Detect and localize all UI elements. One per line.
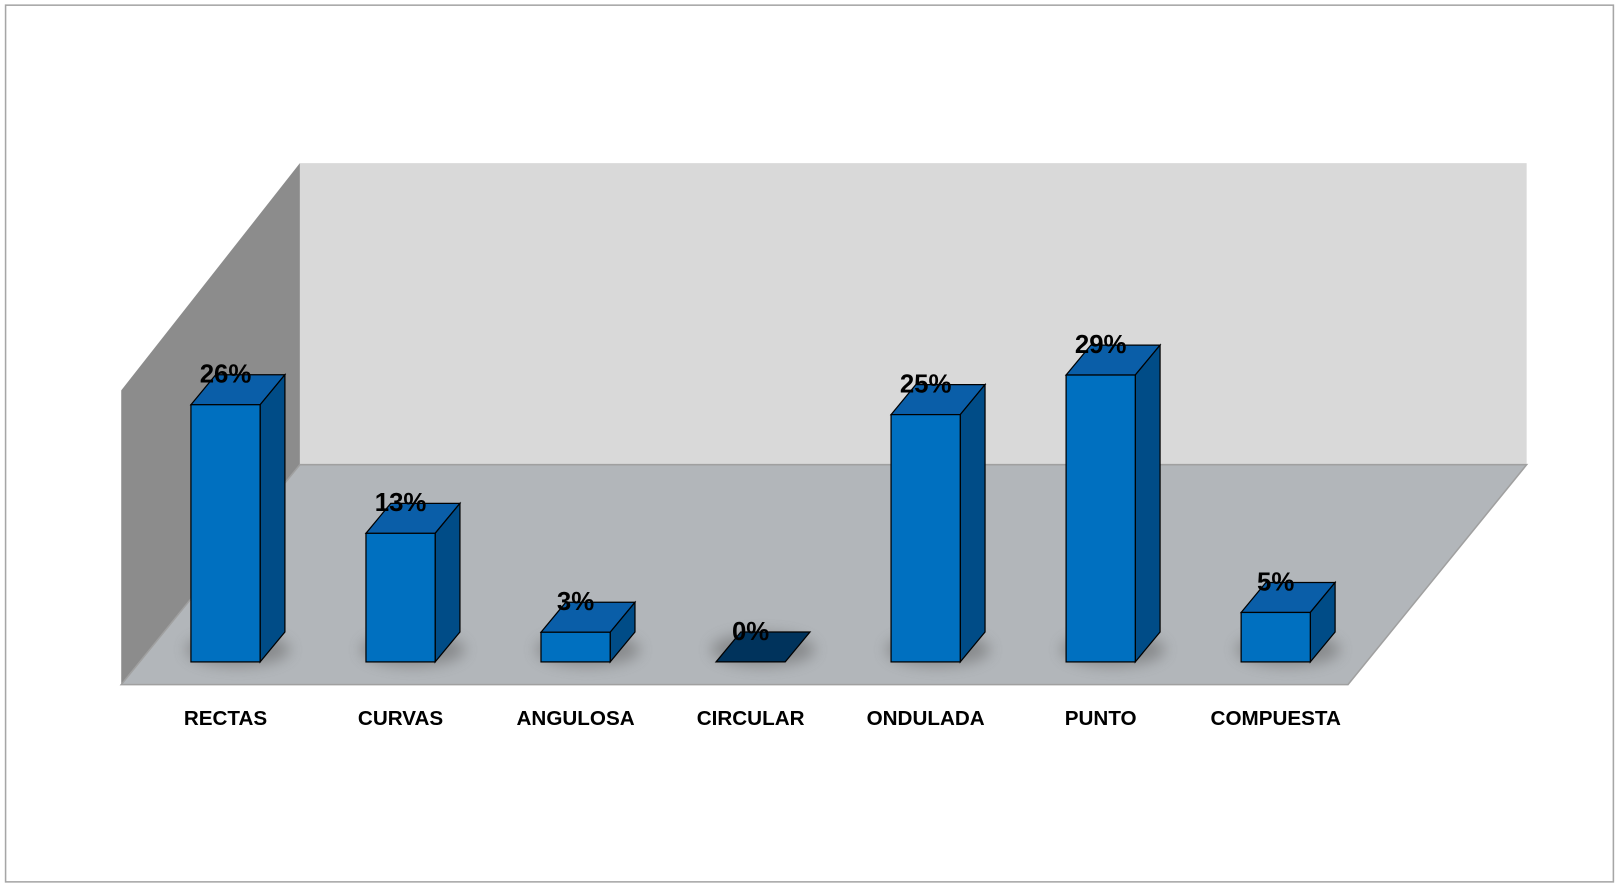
x-tick-label: RECTAS — [184, 707, 267, 730]
bar-side — [259, 373, 286, 664]
value-label: 25% — [900, 371, 952, 399]
x-tick-label: ONDULADA — [867, 707, 985, 730]
x-tick-label: ANGULOSA — [517, 707, 635, 730]
bar-side — [1134, 343, 1161, 664]
bar — [190, 404, 261, 663]
value-label: 5% — [1257, 568, 1294, 596]
value-label: 29% — [1075, 331, 1127, 359]
value-label: 0% — [732, 618, 769, 646]
x-tick-label: CIRCULAR — [697, 707, 805, 730]
bar-top — [714, 631, 812, 663]
bar — [365, 532, 436, 663]
value-label: 26% — [200, 361, 252, 389]
bar — [1065, 374, 1136, 663]
x-tick-label: CURVAS — [358, 707, 443, 730]
value-label: 13% — [375, 489, 427, 517]
x-tick-label: PUNTO — [1065, 707, 1137, 730]
bar-side — [959, 382, 986, 664]
bar — [890, 413, 961, 663]
bar — [540, 631, 611, 663]
value-label: 3% — [557, 588, 594, 616]
x-tick-label: COMPUESTA — [1211, 707, 1341, 730]
back-wall — [299, 163, 1527, 465]
bars: 26% RECTAS 13% CURVAS 3% ANGULOSA 0% CIRCULAR 25… — [184, 331, 1341, 730]
bar — [1240, 611, 1311, 663]
